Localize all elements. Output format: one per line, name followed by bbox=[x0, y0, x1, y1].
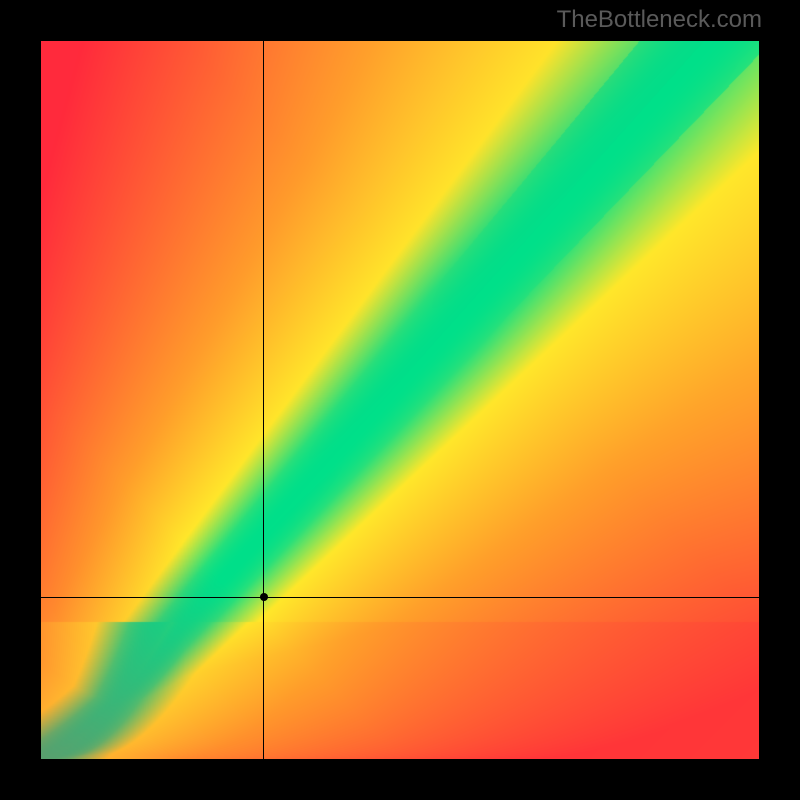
plot-area bbox=[41, 41, 759, 759]
crosshair-vertical-line bbox=[263, 41, 265, 759]
bottleneck-heatmap bbox=[41, 41, 759, 759]
selection-marker-dot bbox=[260, 593, 268, 601]
watermark-text: TheBottleneck.com bbox=[557, 6, 762, 34]
crosshair-horizontal-line bbox=[41, 597, 759, 599]
